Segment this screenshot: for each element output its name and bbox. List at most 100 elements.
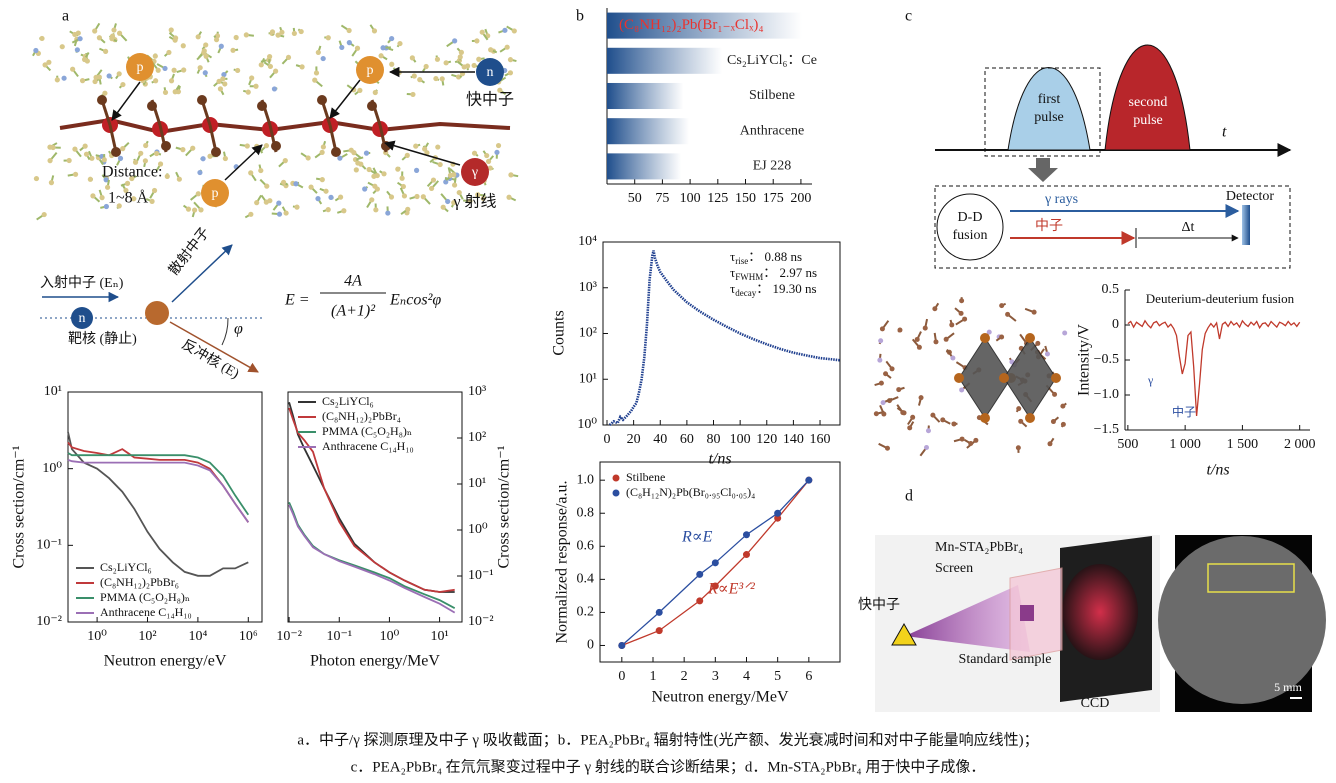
atom <box>346 40 352 46</box>
sample <box>1020 605 1034 621</box>
atom <box>41 211 47 218</box>
atom <box>1016 406 1022 412</box>
atom <box>341 208 347 214</box>
label: t <box>1222 124 1227 141</box>
atom <box>192 207 198 213</box>
atom <box>932 306 938 312</box>
atom <box>298 28 304 35</box>
label: γ rays <box>1044 192 1078 207</box>
atom <box>216 78 222 85</box>
atom <box>922 325 928 331</box>
atom <box>220 76 226 82</box>
atom <box>424 150 430 156</box>
atom <box>217 86 224 92</box>
atom <box>914 336 920 342</box>
atom <box>949 322 955 328</box>
bond <box>158 124 168 153</box>
bond <box>208 124 218 153</box>
scattering-diagram: n 入射中子 (Eₙ) 散射中子 靶核 (静止) 反冲核 (E) φ E = 4… <box>40 225 441 382</box>
pulse <box>1104 44 1191 151</box>
atom <box>70 66 76 72</box>
x-tick-label: 1 500 <box>1227 437 1259 452</box>
y-tick-label: 0.8 <box>577 505 595 520</box>
atom <box>385 210 391 216</box>
x-tick-label: 6 <box>805 669 812 684</box>
x-tick-label: 160 <box>810 432 831 447</box>
octahedron <box>1003 337 1057 419</box>
point <box>805 476 813 484</box>
atom <box>323 188 329 194</box>
label: φ <box>234 321 243 338</box>
legend-label: PMMA (C₅O₂H₈)ₙ <box>322 424 412 438</box>
atom <box>1015 445 1021 451</box>
atom <box>1052 391 1058 397</box>
atom <box>467 198 473 204</box>
atom <box>495 142 502 149</box>
panel-label: d <box>905 488 913 505</box>
annotation: τdecay： 19.30 ns <box>730 281 817 298</box>
proton <box>126 53 154 81</box>
atom <box>877 357 883 363</box>
atom <box>457 54 463 60</box>
atom <box>950 355 956 361</box>
structure-diagram: p p p n γ 快中子 γ 射线 Distance: 1~8 Å <box>102 53 514 211</box>
atom <box>66 157 72 164</box>
atom <box>933 339 939 345</box>
y-axis-label: Cross section/cm⁻¹ <box>496 445 513 568</box>
atom <box>79 78 86 84</box>
label: pulse <box>1133 113 1163 128</box>
plot-frame <box>287 391 463 623</box>
atom <box>443 179 449 185</box>
y-tick-label: −1.5 <box>1094 422 1119 437</box>
arrow <box>171 244 233 303</box>
annotation-part: decay <box>735 288 756 298</box>
label: CCD <box>1081 696 1110 711</box>
atom <box>221 71 227 78</box>
atom <box>940 417 946 423</box>
atom <box>198 207 204 213</box>
x-tick-label: 10⁰ <box>87 629 107 644</box>
legend-marker <box>612 489 620 497</box>
category-label: Cs₂LiYCl₆：Ce <box>727 53 817 68</box>
atom <box>103 48 109 54</box>
atom <box>1060 421 1066 427</box>
annotation-part: ： 0.88 ns <box>748 249 802 264</box>
atom <box>951 421 957 427</box>
source <box>936 193 1004 261</box>
bond <box>150 99 162 126</box>
atom <box>397 40 403 47</box>
x-tick-label: 4 <box>743 669 750 684</box>
label: pulse <box>1034 110 1064 125</box>
legend-marker <box>612 474 620 482</box>
arrow <box>383 140 461 166</box>
atom <box>273 68 279 74</box>
atom <box>315 49 321 56</box>
atom <box>476 56 482 62</box>
atom <box>254 200 260 206</box>
atom <box>320 55 326 62</box>
particle-label: p <box>212 186 219 201</box>
atom <box>999 303 1005 309</box>
atom <box>924 444 930 450</box>
atom <box>507 70 514 76</box>
dashed-box <box>984 67 1101 157</box>
atom <box>925 428 931 434</box>
atom <box>366 166 372 173</box>
atom <box>372 183 378 189</box>
atom <box>33 175 40 182</box>
particle-label: p <box>367 63 374 78</box>
label: 5 mm <box>1274 680 1302 694</box>
x-axis-label: Neutron energy/eV <box>104 653 227 670</box>
atom <box>423 63 429 70</box>
atom <box>87 176 93 182</box>
series-line <box>67 459 250 523</box>
atom <box>42 62 48 68</box>
y-tick-label: 0.6 <box>577 539 595 554</box>
atom <box>400 183 406 190</box>
atom <box>253 83 259 89</box>
atom <box>312 77 318 83</box>
category-label: EJ 228 <box>753 159 792 174</box>
atom <box>202 70 208 76</box>
atom <box>458 49 464 55</box>
atom <box>413 167 420 173</box>
